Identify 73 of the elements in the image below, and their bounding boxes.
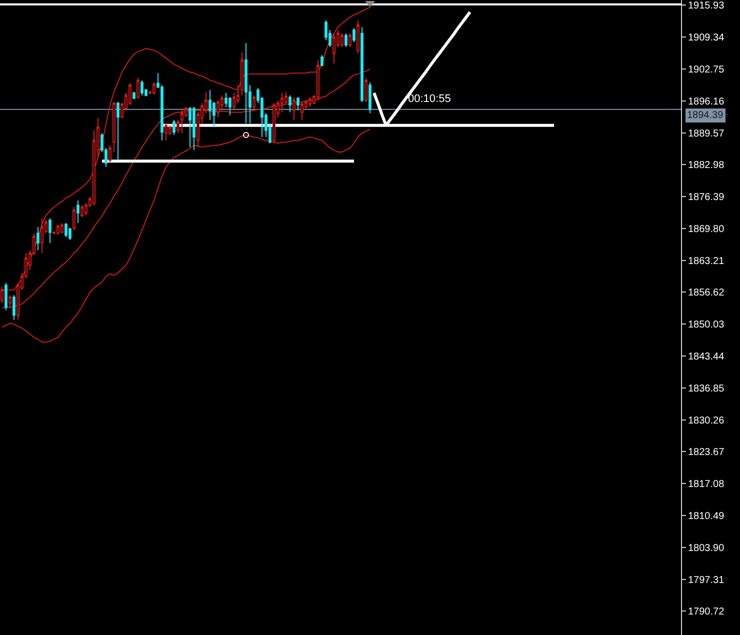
candlestick [272,102,276,144]
y-tick-label: 1889.57 [688,128,725,140]
candlestick [136,77,140,99]
candlestick [344,32,348,48]
candlestick [4,282,8,311]
candlestick [48,218,52,244]
candlestick [180,108,184,134]
candlestick [340,32,344,48]
y-tick-label: 1876.39 [688,192,725,204]
candlestick [80,204,84,218]
y-tick-label: 1803.90 [688,542,725,554]
candlestick [64,222,68,238]
candlestick [172,120,176,136]
candlestick [72,206,76,231]
candlestick [364,77,368,103]
candlestick [68,227,72,241]
candlestick [240,52,244,96]
y-tick-label: 1843.44 [688,352,725,363]
y-tick-label: 1869.80 [688,224,725,235]
y-tick-label: 1823.67 [688,447,725,458]
candlestick [116,102,120,161]
y-tick-label: 1915.93 [688,0,725,12]
candlestick [188,106,192,148]
candlestick [60,222,64,234]
y-tick-label: 1896.16 [688,96,725,108]
candlestick [308,96,312,108]
y-tick-label: 1882.98 [688,160,725,172]
candlestick [280,92,284,113]
candlestick [244,42,248,124]
candlestick [352,28,356,43]
candlestick [12,294,16,320]
candlestick [132,91,136,100]
candlestick [152,82,156,95]
candlestick [288,94,292,113]
y-tick-label: 1810.49 [688,511,725,522]
candlestick [368,82,372,114]
candlestick [108,144,112,163]
candlestick [300,102,304,121]
candlestick [216,100,220,118]
y-tick-label: 1863.21 [688,256,725,267]
candlestick [292,96,296,121]
candlestick [316,60,320,101]
y-tick-label: 1856.62 [688,288,725,299]
y-tick-label: 1850.03 [688,320,725,331]
y-tick-label: 1836.85 [688,383,725,394]
y-tick-label: 1797.31 [688,574,725,586]
candlestick [56,224,60,235]
candlestick [192,106,196,151]
line-series [2,128,370,343]
candlestick [360,26,364,103]
y-tick-label: 1817.08 [688,479,725,490]
candlestick [164,122,168,141]
annotation: 00:10:55 [408,93,451,105]
candlestick [320,54,324,67]
candlestick [252,94,256,109]
line-series [2,68,370,309]
candlestick [228,96,232,116]
candlestick [296,96,300,111]
y-tick-label: 1830.26 [688,415,725,426]
candlestick [8,294,12,308]
candlestick [36,226,40,251]
candlestick [40,218,44,254]
candlestick [176,120,180,134]
candlestick [356,20,360,54]
y-tick-label: 1902.75 [688,64,725,76]
y-tick-label: 1790.72 [688,606,725,618]
candlestick [76,200,80,224]
candlestick [112,102,116,152]
ref-line-label: 1894.39 [687,110,724,121]
candlestick [140,80,144,96]
candlestick [332,32,336,64]
candlestick [348,32,352,48]
y-tick-label: 1909.34 [688,32,725,44]
